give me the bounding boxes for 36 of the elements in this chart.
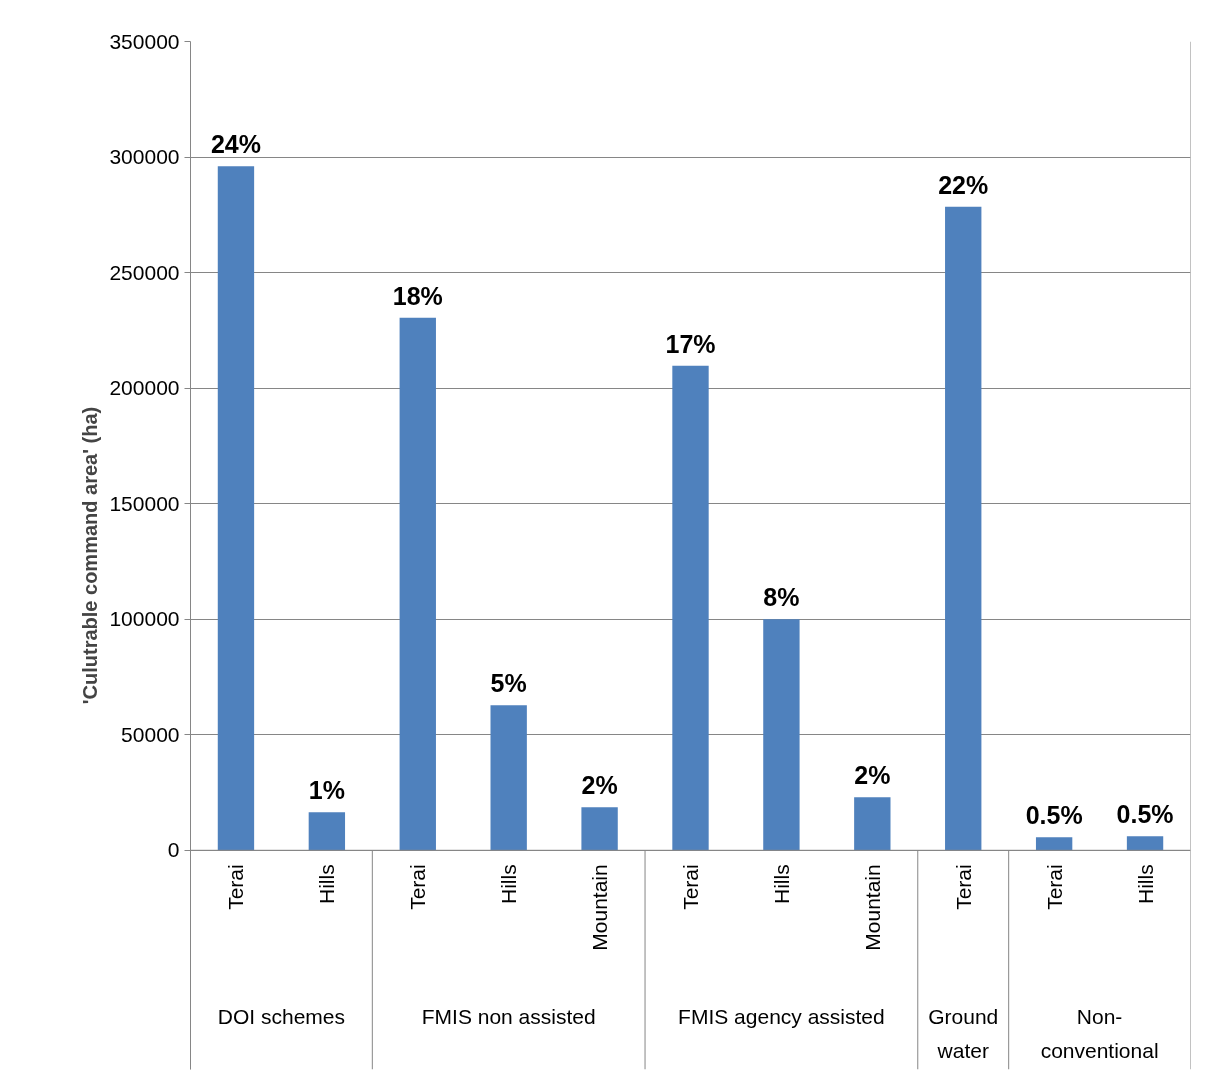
text: FMIS non assisted (421, 1005, 596, 1029)
annotation: 22% (938, 170, 989, 199)
y-tick-label: 100000 (109, 607, 180, 631)
annotation: 0.5% (1025, 801, 1083, 830)
annotation: 17% (665, 329, 716, 358)
y-tick-label: 200000 (109, 376, 180, 400)
x-tick-label: Hills (315, 864, 339, 904)
x-tick-label: Terai (224, 864, 248, 910)
x-tick-label: Hills (497, 864, 521, 904)
y-tick-label: 300000 (109, 145, 180, 169)
x-tick-label: Terai (951, 864, 975, 910)
x-tick-label: Terai (1042, 864, 1066, 910)
x-tick-label: Hills (769, 864, 793, 904)
annotation: 18% (392, 281, 443, 310)
y-tick-label: 0 (167, 838, 180, 862)
text: Non- conventional (1040, 1005, 1159, 1062)
y-axis-title: 'Culutrable command area' (ha) (79, 406, 102, 705)
text: DOI schemes (217, 1005, 346, 1029)
x-tick-label: Hills (1133, 864, 1157, 904)
annotation: 2% (854, 761, 891, 790)
y-tick-label: 250000 (109, 260, 180, 284)
annotation: 0.5% (1116, 800, 1174, 829)
x-tick-label: Terai (679, 864, 702, 910)
annotation: 24% (210, 130, 261, 159)
x-tick-label: Terai (406, 864, 430, 910)
annotation: 5% (490, 669, 527, 698)
annotation: 1% (308, 776, 345, 805)
text: Ground water (928, 1005, 999, 1062)
text: FMIS agency assisted (678, 1005, 885, 1029)
y-tick-label: 50000 (121, 722, 180, 746)
x-tick-label: Mountain (860, 864, 884, 951)
x-tick-label: Mountain (588, 864, 612, 951)
annotation: 2% (581, 771, 618, 800)
annotation: 8% (763, 583, 800, 612)
y-tick-label: 150000 (109, 491, 180, 515)
y-tick-label: 350000 (109, 29, 180, 53)
